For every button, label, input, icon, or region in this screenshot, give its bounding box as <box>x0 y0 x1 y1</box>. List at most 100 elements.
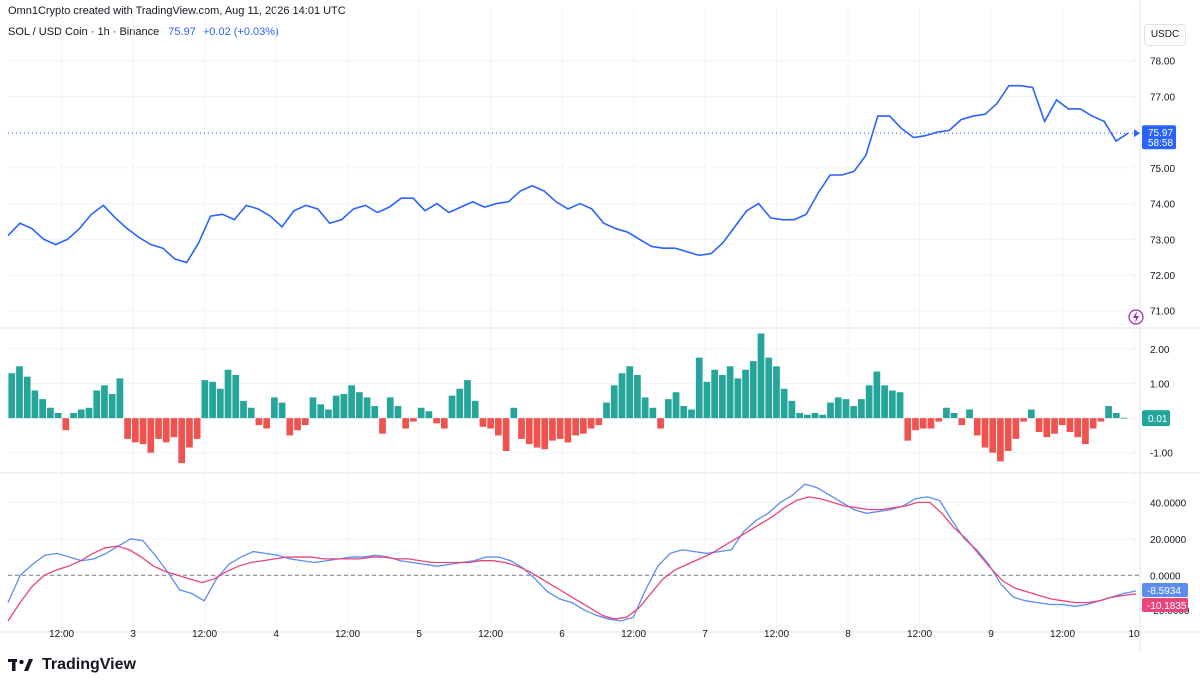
histogram-bar <box>325 409 332 419</box>
histogram-bar <box>54 412 62 419</box>
price-change: +0.02 (+0.03%) <box>202 26 279 38</box>
histogram-bar <box>858 399 865 419</box>
histogram-bar <box>765 357 773 419</box>
time-axis-tick: 12:00 <box>621 629 646 640</box>
histogram-bar <box>240 400 247 419</box>
histogram-bar <box>178 418 186 464</box>
histogram-bar <box>495 418 502 436</box>
histogram-bar <box>170 418 178 438</box>
histogram-bar <box>533 418 541 448</box>
symbol-legend[interactable]: SOL / USD Coin · 1h · Binance 75.97 +0.0… <box>8 26 279 38</box>
histogram-bar <box>332 395 340 419</box>
histogram-bar <box>788 400 796 419</box>
oscillator-slow-line <box>7 496 1137 622</box>
tradingview-logo-text: TradingView <box>42 656 136 673</box>
price-axis-tick: 78.00 <box>1150 57 1175 68</box>
histogram-bar <box>811 412 819 419</box>
histogram-bar <box>649 407 657 419</box>
histogram-bar <box>803 414 811 419</box>
histogram-bar <box>572 418 579 436</box>
oscillator-fast-line <box>7 483 1137 622</box>
histogram-bar <box>943 407 950 419</box>
histogram-value-label: 0.01 <box>1148 414 1168 425</box>
oscillator-axis-tick: 40.0000 <box>1150 498 1187 509</box>
time-axis-tick: 8 <box>845 629 851 640</box>
histogram-bar <box>348 385 355 419</box>
histogram-bar <box>989 418 997 453</box>
histogram-bar <box>664 399 672 419</box>
histogram-bar <box>116 378 124 419</box>
histogram-bar <box>487 418 495 429</box>
histogram-bar <box>950 412 958 419</box>
histogram-bar <box>510 407 518 419</box>
histogram-bar <box>919 418 927 429</box>
histogram-bar <box>1089 418 1097 429</box>
histogram-bar <box>734 378 742 419</box>
histogram-bar <box>981 418 989 448</box>
time-axis-tick: 10 <box>1128 629 1140 640</box>
histogram-bar <box>502 418 510 451</box>
histogram-bar <box>935 418 943 422</box>
histogram-bar <box>386 397 394 419</box>
histogram-bar <box>819 414 827 419</box>
histogram-bar <box>425 411 433 419</box>
histogram-bar <box>1120 417 1128 419</box>
histogram-bar <box>850 406 858 419</box>
histogram-bar <box>603 402 610 419</box>
histogram-bar <box>209 381 216 419</box>
histogram-bar <box>440 418 448 429</box>
histogram-bar <box>62 418 70 431</box>
histogram-bar <box>193 418 201 439</box>
histogram-bar <box>556 418 564 439</box>
time-axis-tick: 5 <box>416 629 422 640</box>
histogram-bar <box>1105 406 1112 419</box>
histogram-bar <box>371 406 379 419</box>
histogram-bar <box>108 393 116 419</box>
histogram-bar <box>958 418 966 426</box>
histogram-bar <box>379 418 386 434</box>
histogram-bar <box>448 395 456 419</box>
histogram-bar <box>657 418 664 429</box>
histogram-bar <box>201 380 209 419</box>
histogram-bar <box>904 418 912 441</box>
histogram-bar <box>247 407 255 419</box>
oscillator-axis-tick: 0.0000 <box>1150 571 1181 582</box>
histogram-bar <box>402 418 410 429</box>
histogram-bar <box>873 371 881 419</box>
histogram-bar <box>471 400 479 419</box>
price-axis-tick: 72.00 <box>1150 271 1175 282</box>
alert-icon-bolt <box>1133 311 1139 323</box>
histogram-bar <box>1058 418 1066 426</box>
oscillator-fast-label: -8.5934 <box>1147 586 1181 597</box>
histogram-bar <box>564 418 572 443</box>
histogram-bar <box>626 366 634 419</box>
histogram-bar <box>587 418 595 429</box>
histogram-bar <box>896 392 904 419</box>
histogram-bar <box>711 369 719 419</box>
currency-button[interactable]: USDC <box>1144 24 1186 46</box>
histogram-bar <box>394 406 402 419</box>
histogram-bar <box>286 418 294 436</box>
histogram-bar <box>1112 412 1120 419</box>
histogram-axis-tick: 2.00 <box>1150 345 1170 356</box>
last-price-badge <box>1142 125 1176 150</box>
histogram-bar <box>610 385 618 419</box>
histogram-bar <box>973 418 981 436</box>
histogram-bar <box>1012 418 1020 439</box>
oscillator-axis-tick: 20.0000 <box>1150 535 1187 546</box>
histogram-bar <box>865 385 873 419</box>
histogram-bar <box>464 380 471 419</box>
histogram-bar <box>695 357 703 419</box>
histogram-bar <box>966 409 973 419</box>
histogram-value-badge <box>1142 410 1170 427</box>
histogram-bar <box>101 385 108 419</box>
histogram-bar <box>703 381 711 419</box>
histogram-bar <box>842 399 850 419</box>
histogram-bar <box>1066 418 1074 432</box>
tradingview-logo-icon <box>8 659 33 671</box>
histogram-bar <box>525 418 533 445</box>
histogram-bar <box>224 369 232 419</box>
histogram-bar <box>518 418 525 439</box>
oscillator-slow-badge <box>1142 597 1188 612</box>
